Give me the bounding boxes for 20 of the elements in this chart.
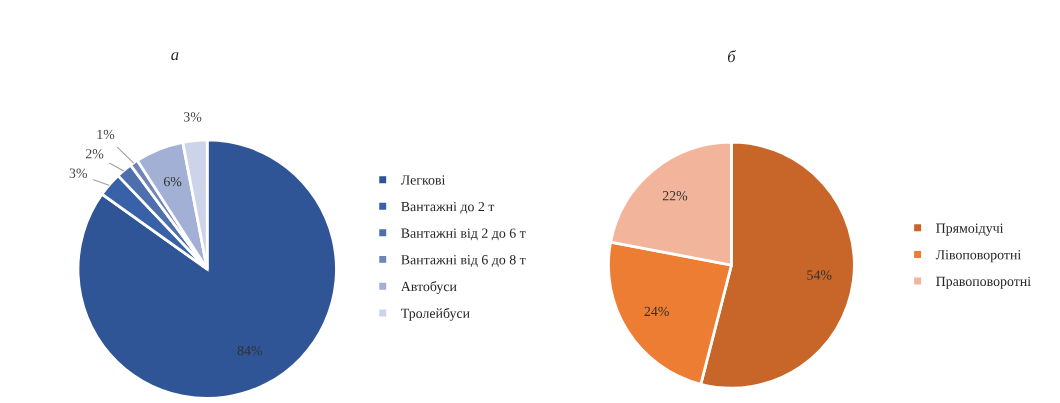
legend-label: Правоповоротні <box>936 276 1031 289</box>
legend-label: Легкові <box>400 175 446 185</box>
data-label: 3% <box>183 112 202 122</box>
data-label: 54% <box>807 270 832 280</box>
data-label: 2% <box>85 149 104 159</box>
chart-title: б <box>727 50 737 63</box>
legend-label: Вантажні до 2 т <box>401 201 495 214</box>
legend-label: Тролейбуси <box>401 307 470 321</box>
data-label: 22% <box>662 191 688 201</box>
chart-title: а <box>171 52 179 61</box>
data-label: 6% <box>163 176 182 187</box>
data-label: 1% <box>97 129 115 140</box>
legend-label: Лівоповоротні <box>935 250 1021 263</box>
legend-label: Автобуси <box>400 281 457 295</box>
data-label: 3% <box>69 168 88 178</box>
legend-label: Вантажні від 2 до 6 т <box>401 228 526 241</box>
data-label: 24% <box>644 306 669 317</box>
data-label: 84% <box>237 345 263 356</box>
legend-label: Вантажні від 6 до 8 т <box>401 255 526 267</box>
legend-label: Прямоідучі <box>936 223 1004 236</box>
